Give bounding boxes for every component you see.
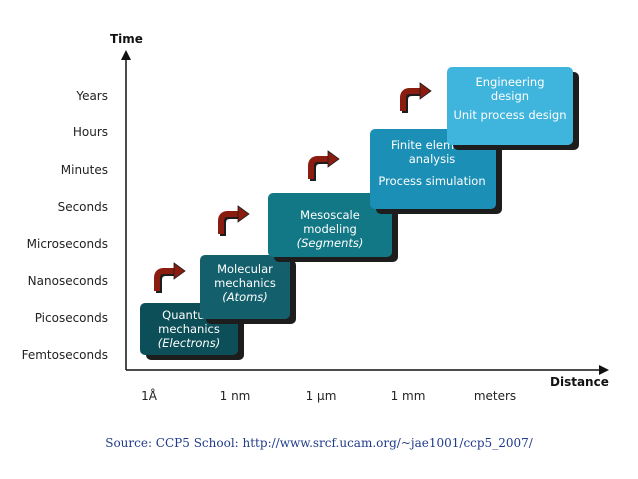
box-3-italic: (Segments) bbox=[297, 236, 364, 250]
box-2-italic: (Atoms) bbox=[222, 290, 268, 304]
box-4-line-2: analysis bbox=[409, 152, 456, 166]
bent-arrow-icon bbox=[400, 88, 421, 111]
bent-arrow-icon bbox=[218, 211, 239, 234]
box-2-line-2: mechanics bbox=[214, 276, 276, 290]
box-3-line-2: modeling bbox=[303, 222, 357, 236]
bent-arrow-icon bbox=[308, 156, 329, 179]
box-3-line-1: Mesoscale bbox=[300, 208, 360, 222]
y-axis-title: Time bbox=[110, 32, 143, 46]
box-5-line-1: Engineering bbox=[476, 75, 545, 89]
box-1-line-2: mechanics bbox=[158, 322, 220, 336]
bent-arrow-head-icon bbox=[237, 205, 250, 223]
box-5-line-2: design bbox=[491, 89, 529, 103]
x-axis-title: Distance bbox=[550, 375, 609, 389]
y-axis-labels: Years Hours Minutes Seconds Microseconds… bbox=[22, 89, 108, 362]
x-label-mm: 1 mm bbox=[391, 389, 426, 403]
box-5-extra: Unit process design bbox=[453, 108, 566, 122]
bent-arrow-icon bbox=[154, 268, 175, 291]
box-2-line-1: Molecular bbox=[217, 262, 273, 276]
y-label-microseconds: Microseconds bbox=[27, 237, 108, 251]
box-1-italic: (Electrons) bbox=[158, 336, 220, 350]
y-label-hours: Hours bbox=[73, 125, 108, 139]
step-arrows bbox=[154, 82, 432, 293]
y-label-femtoseconds: Femtoseconds bbox=[22, 348, 108, 362]
x-label-angstrom: 1Å bbox=[141, 388, 158, 403]
box-4-extra: Process simulation bbox=[378, 174, 485, 188]
x-label-nm: 1 nm bbox=[220, 389, 251, 403]
x-label-um: 1 μm bbox=[306, 389, 337, 403]
y-label-picoseconds: Picoseconds bbox=[35, 311, 108, 325]
source-citation: Source: CCP5 School: http://www.srcf.uca… bbox=[105, 436, 533, 450]
x-axis-labels: 1Å 1 nm 1 μm 1 mm meters bbox=[141, 388, 516, 403]
box-engineering-design: Engineering design Unit process design bbox=[447, 67, 579, 150]
y-label-years: Years bbox=[75, 89, 108, 103]
x-label-meters: meters bbox=[474, 389, 516, 403]
y-label-nanoseconds: Nanoseconds bbox=[28, 274, 108, 288]
box-mesoscale-modeling: Mesoscale modeling (Segments) bbox=[268, 193, 398, 262]
y-label-minutes: Minutes bbox=[61, 163, 108, 177]
bent-arrow-head-icon bbox=[173, 262, 186, 280]
y-label-seconds: Seconds bbox=[58, 200, 108, 214]
bent-arrow-head-icon bbox=[327, 150, 340, 168]
bent-arrow-head-icon bbox=[419, 82, 432, 100]
box-molecular-mechanics: Molecular mechanics (Atoms) bbox=[200, 255, 296, 324]
